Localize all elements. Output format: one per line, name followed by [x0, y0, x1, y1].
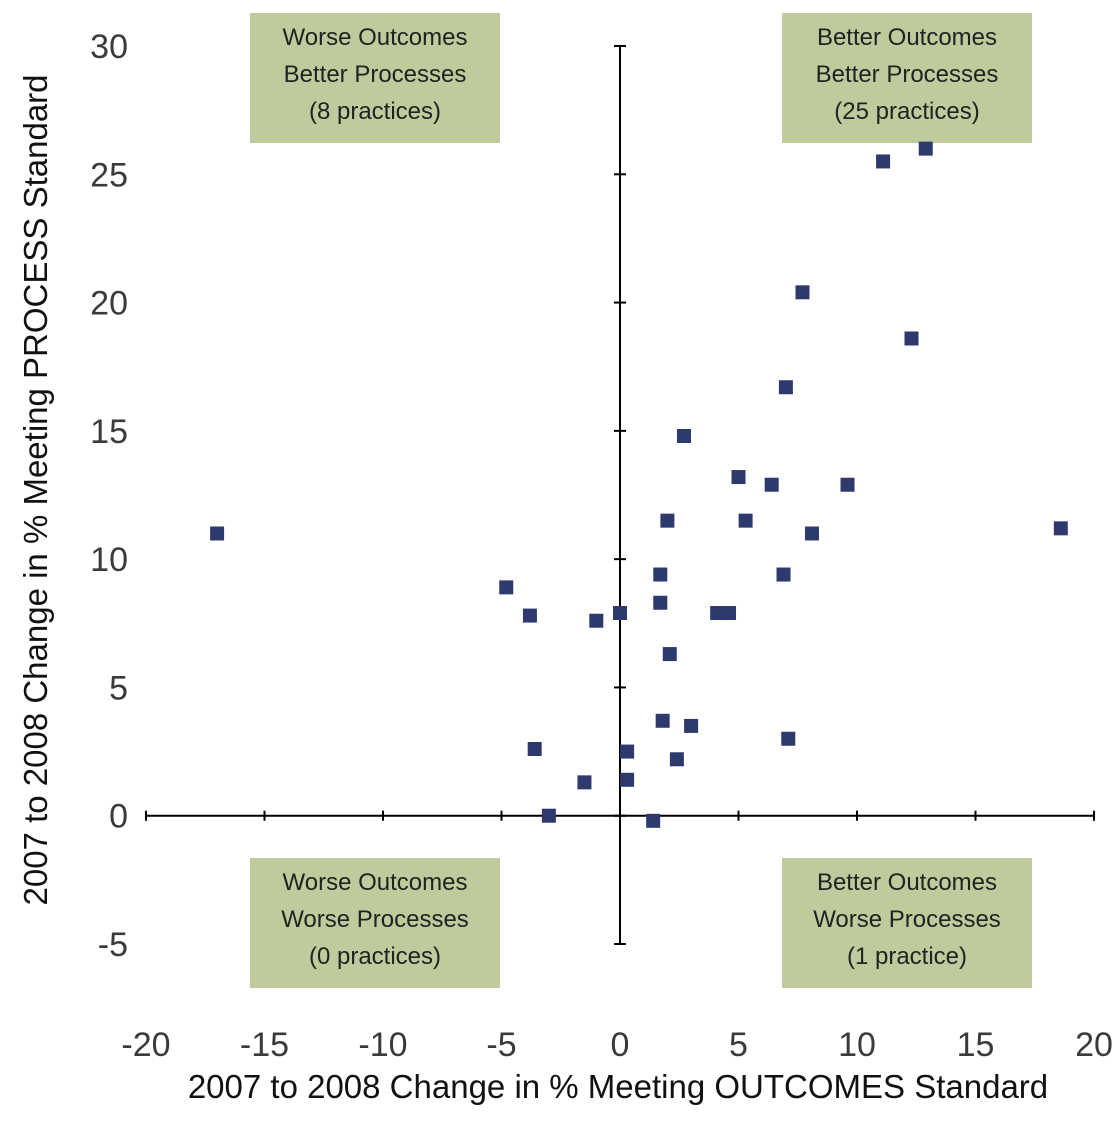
axes — [145, 45, 1095, 945]
y-tick-label: 15 — [90, 413, 128, 451]
y-tick-label: 5 — [109, 669, 128, 707]
data-point — [620, 744, 635, 759]
quadrant-label-box: Worse Outcomes Better Processes (8 practic… — [250, 13, 500, 143]
data-point — [646, 813, 661, 828]
x-axis-title: 2007 to 2008 Change in % Meeting OUTCOME… — [188, 1068, 1048, 1105]
data-point — [655, 713, 670, 728]
quadrant-label-line: (0 practices) — [309, 943, 441, 970]
x-tick-label: 0 — [611, 1026, 630, 1064]
x-tick-label: 5 — [729, 1026, 748, 1064]
quadrant-box-background — [250, 858, 500, 988]
quadrant-label-line: Worse Outcomes — [283, 24, 468, 51]
quadrant-label-line: Worse Processes — [281, 906, 469, 933]
quadrant-label-line: Worse Outcomes — [283, 869, 468, 896]
data-point — [662, 647, 677, 662]
quadrant-label-box: Worse Outcomes Worse Processes (0 practice… — [250, 858, 500, 988]
data-point — [589, 613, 604, 628]
data-point — [653, 567, 668, 582]
data-point — [778, 380, 793, 395]
data-point — [669, 752, 684, 767]
quadrant-label-line: Better Outcomes — [817, 24, 997, 51]
x-tick-label: -15 — [240, 1026, 289, 1064]
quadrant-label-line: (25 practices) — [834, 98, 979, 125]
x-tick-label: -10 — [358, 1026, 407, 1064]
data-point — [840, 477, 855, 492]
quadrant-label-line: Better Processes — [284, 61, 467, 88]
x-tick-label: 20 — [1075, 1026, 1113, 1064]
data-point — [731, 470, 746, 485]
data-point — [522, 608, 537, 623]
data-point — [776, 567, 791, 582]
y-tick-label: 30 — [90, 28, 128, 66]
data-point — [722, 606, 737, 621]
y-axis-title: 2007 to 2008 Change in % Meeting PROCESS… — [17, 74, 54, 905]
quadrant-box-background — [782, 13, 1032, 143]
quadrant-label-box: Better Outcomes Better Processes (25 pract… — [782, 13, 1032, 143]
data-point — [781, 731, 796, 746]
data-point — [738, 513, 753, 528]
data-point — [660, 513, 675, 528]
quadrant-label-box: Better Outcomes Worse Processes (1 practic… — [782, 858, 1032, 988]
quadrant-label-line: Better Outcomes — [817, 869, 997, 896]
data-point — [904, 331, 919, 346]
quadrant-label-line: Worse Processes — [813, 906, 1001, 933]
data-point — [676, 428, 691, 443]
quadrant-label-line: (1 practice) — [847, 943, 967, 970]
data-point — [541, 808, 556, 823]
quadrant-label-line: (8 practices) — [309, 98, 441, 125]
data-point — [684, 718, 699, 733]
data-point — [577, 775, 592, 790]
data-point — [710, 606, 725, 621]
y-tick-label: -5 — [98, 926, 128, 964]
data-point — [527, 742, 542, 757]
data-point — [918, 141, 933, 156]
data-point — [613, 606, 627, 621]
y-tick-label: 10 — [90, 541, 128, 579]
quadrant-label-line: Better Processes — [816, 61, 999, 88]
x-tick-label: -5 — [486, 1026, 516, 1064]
tick-labels: -20 -15 -10 -5 0 5 10 15 20 30 25 20 15 10 5 0 -5 — [90, 28, 1113, 1064]
data-point — [653, 595, 668, 610]
data-points — [210, 141, 1068, 828]
data-point — [764, 477, 779, 492]
quadrant-label-boxes: Worse Outcomes Better Processes (8 practic… — [250, 13, 1032, 988]
data-point — [210, 526, 225, 541]
data-point — [804, 526, 819, 541]
x-tick-label: -20 — [121, 1026, 170, 1064]
y-tick-label: 0 — [109, 798, 128, 836]
data-point — [620, 772, 635, 787]
data-point — [795, 285, 810, 300]
data-point — [499, 580, 514, 595]
x-tick-label: 15 — [957, 1026, 995, 1064]
x-tick-label: 10 — [838, 1026, 876, 1064]
y-tick-label: 25 — [90, 156, 128, 194]
data-point — [1053, 521, 1068, 536]
quadrant-box-background — [782, 858, 1032, 988]
quadrant-box-background — [250, 13, 500, 143]
data-point — [876, 154, 891, 169]
y-tick-label: 20 — [90, 285, 128, 323]
